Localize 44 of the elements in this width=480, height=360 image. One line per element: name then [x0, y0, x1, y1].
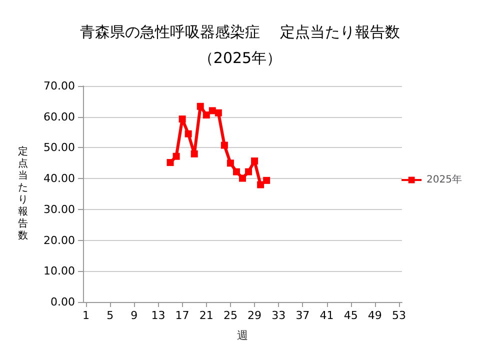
point	[257, 181, 264, 188]
point	[190, 150, 198, 158]
y-tick-label: 60.00	[44, 110, 75, 124]
x-tick-label: 45	[344, 309, 358, 322]
point	[172, 152, 180, 160]
y-tick-label: 30.00	[44, 202, 75, 216]
legend-label: 2025年	[426, 174, 462, 186]
x-tick-label: 13	[151, 309, 166, 322]
y-axis-title: 定点当たり報告数	[18, 146, 28, 242]
point	[226, 160, 234, 167]
y-tick-label: 40.00	[44, 172, 75, 186]
x-tick-label: 1	[82, 309, 90, 322]
y-tick-label: 70.00	[44, 80, 75, 92]
point	[263, 176, 270, 184]
x-tick-label: 17	[175, 309, 190, 322]
point	[202, 112, 210, 119]
x-tick-label: 53	[392, 309, 406, 322]
x-tick-label: 37	[296, 309, 310, 322]
point	[232, 168, 240, 176]
chart-subtitle: （2025年）	[198, 49, 282, 67]
chart-title: 青森県の急性呼吸器感染症 定点当たり報告数	[80, 23, 400, 41]
point	[245, 168, 252, 176]
x-tick-label: 5	[106, 309, 114, 322]
point	[184, 130, 192, 138]
y-tick-label: 10.00	[44, 264, 75, 278]
point	[178, 116, 186, 123]
x-tick-label: 41	[320, 309, 334, 322]
point	[239, 174, 246, 182]
x-tick-label: 49	[368, 309, 382, 322]
x-axis-title: 週	[237, 329, 248, 342]
point	[220, 142, 228, 149]
y-tick-label: 0.00	[50, 296, 75, 308]
x-tick-label: 21	[199, 309, 214, 322]
point	[196, 102, 204, 110]
x-tick-label: 29	[248, 309, 262, 322]
y-tick-label: 50.00	[44, 141, 75, 154]
x-tick-label: 33	[272, 309, 286, 322]
x-tick-label: 9	[130, 309, 138, 322]
point	[166, 159, 174, 166]
point	[208, 107, 216, 114]
y-tick-label: 20.00	[44, 234, 75, 247]
point	[251, 157, 258, 164]
point	[214, 109, 222, 116]
x-tick-label: 25	[223, 309, 238, 322]
